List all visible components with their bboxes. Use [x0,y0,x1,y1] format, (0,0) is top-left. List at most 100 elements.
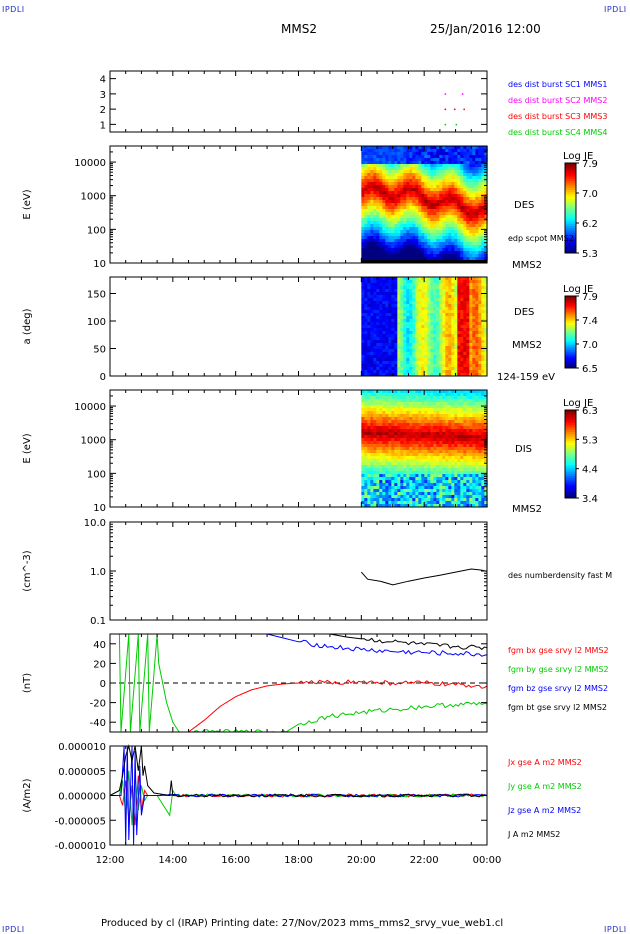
spectrogram-cell [388,474,392,478]
spectrogram-cell [433,182,437,186]
spectrogram-cell [367,471,371,475]
spectrogram-cell [364,492,368,496]
spectrogram-cell [451,328,455,332]
spectrogram-cell [418,277,422,281]
spectrogram-cell [403,277,407,281]
spectrogram-cell [382,483,386,487]
spectrogram-cell [466,498,470,502]
spectrogram-cell [451,227,455,231]
spectrogram-cell [469,257,473,261]
spectrogram-cell [412,283,416,287]
spectrogram-cell [373,471,377,475]
spectrogram-cell [436,346,440,350]
spectrogram-cell [427,221,431,225]
spectrogram-cell [478,480,482,484]
spectrogram-cell [454,236,458,240]
spectrogram-cell [385,298,389,302]
spectrogram-cell [367,149,371,153]
spectrogram-cell [391,179,395,183]
spectrogram-cell [445,331,449,335]
spectrogram-cell [448,441,452,445]
spectrogram-cell [445,474,449,478]
spectrogram-cell [463,227,467,231]
spectrogram-cell [478,471,482,475]
spectrogram-cell [439,322,443,326]
spectrogram-cell [367,349,371,353]
spectrogram-cell [421,209,425,213]
spectrogram-cell [433,149,437,153]
spectrogram-cell [424,370,428,374]
colorbar-cell [565,357,576,360]
spectrogram-cell [448,292,452,296]
spectrogram-cell [409,471,413,475]
spectrogram-cell [415,227,419,231]
spectrogram-cell [388,295,392,299]
spectrogram-cell [445,283,449,287]
spectrogram-cell [430,361,434,365]
spectrogram-cell [406,227,410,231]
spectrogram-cell [367,307,371,311]
spectrogram-cell [457,465,461,469]
spectrogram-cell [457,146,461,150]
spectrogram-cell [436,292,440,296]
spectrogram-cell [448,182,452,186]
spectrogram-cell [457,209,461,213]
spectrogram-cell [436,209,440,213]
spectrogram-cell [478,224,482,228]
spectrogram-cell [418,468,422,472]
spectrogram-cell [475,447,479,451]
spectrogram-cell [415,343,419,347]
spectrogram-cell [385,149,389,153]
spectrogram-cell [484,215,488,219]
spectrogram-cell [403,334,407,338]
colorbar-cell [565,301,576,304]
spectrogram-cell [361,301,365,305]
spectrogram-cell [361,197,365,201]
spectrogram-cell [409,504,413,508]
spectrogram-cell [415,340,419,344]
spectrogram-cell [373,405,377,409]
spectrogram-cell [403,295,407,299]
spectrogram-cell [382,236,386,240]
spectrogram-cell [457,242,461,246]
spectrogram-cell [451,212,455,216]
spectrogram-cell [484,399,488,403]
spectrogram-cell [403,164,407,168]
spectrogram-cell [433,408,437,412]
spectrogram-cell [403,492,407,496]
spectrogram-cell [445,441,449,445]
spectrogram-cell [397,292,401,296]
spectrogram-cell [394,373,398,377]
spectrogram-cell [427,408,431,412]
spectrogram-cell [409,432,413,436]
spectrogram-cell [430,477,434,481]
spectrogram-cell [433,393,437,397]
spectrogram-cell [475,197,479,201]
spectrogram-cell [418,280,422,284]
spectrogram-cell [460,289,464,293]
spectrogram-cell [475,182,479,186]
spectrogram-cell [406,492,410,496]
spectrogram-cell [427,367,431,371]
spectrogram-cell [379,450,383,454]
spectrogram-cell [484,289,488,293]
spectrogram-cell [391,230,395,234]
spectrogram-cell [442,408,446,412]
spectrogram-cell [361,432,365,436]
spectrogram-cell [394,242,398,246]
spectrogram-cell [412,185,416,189]
spectrogram-cell [439,304,443,308]
spectrogram-cell [403,450,407,454]
colorbar-cell [565,303,576,306]
spectrogram-cell [436,152,440,156]
spectrogram-cell [376,408,380,412]
spectrogram-cell [421,155,425,159]
spectrogram-cell [370,161,374,165]
spectrogram-cell [475,313,479,317]
spectrogram-cell [475,465,479,469]
spectrogram-cell [424,468,428,472]
spectrogram-cell [475,167,479,171]
spectrogram-cell [421,277,425,281]
spectrogram-cell [430,441,434,445]
spectrogram-cell [391,301,395,305]
